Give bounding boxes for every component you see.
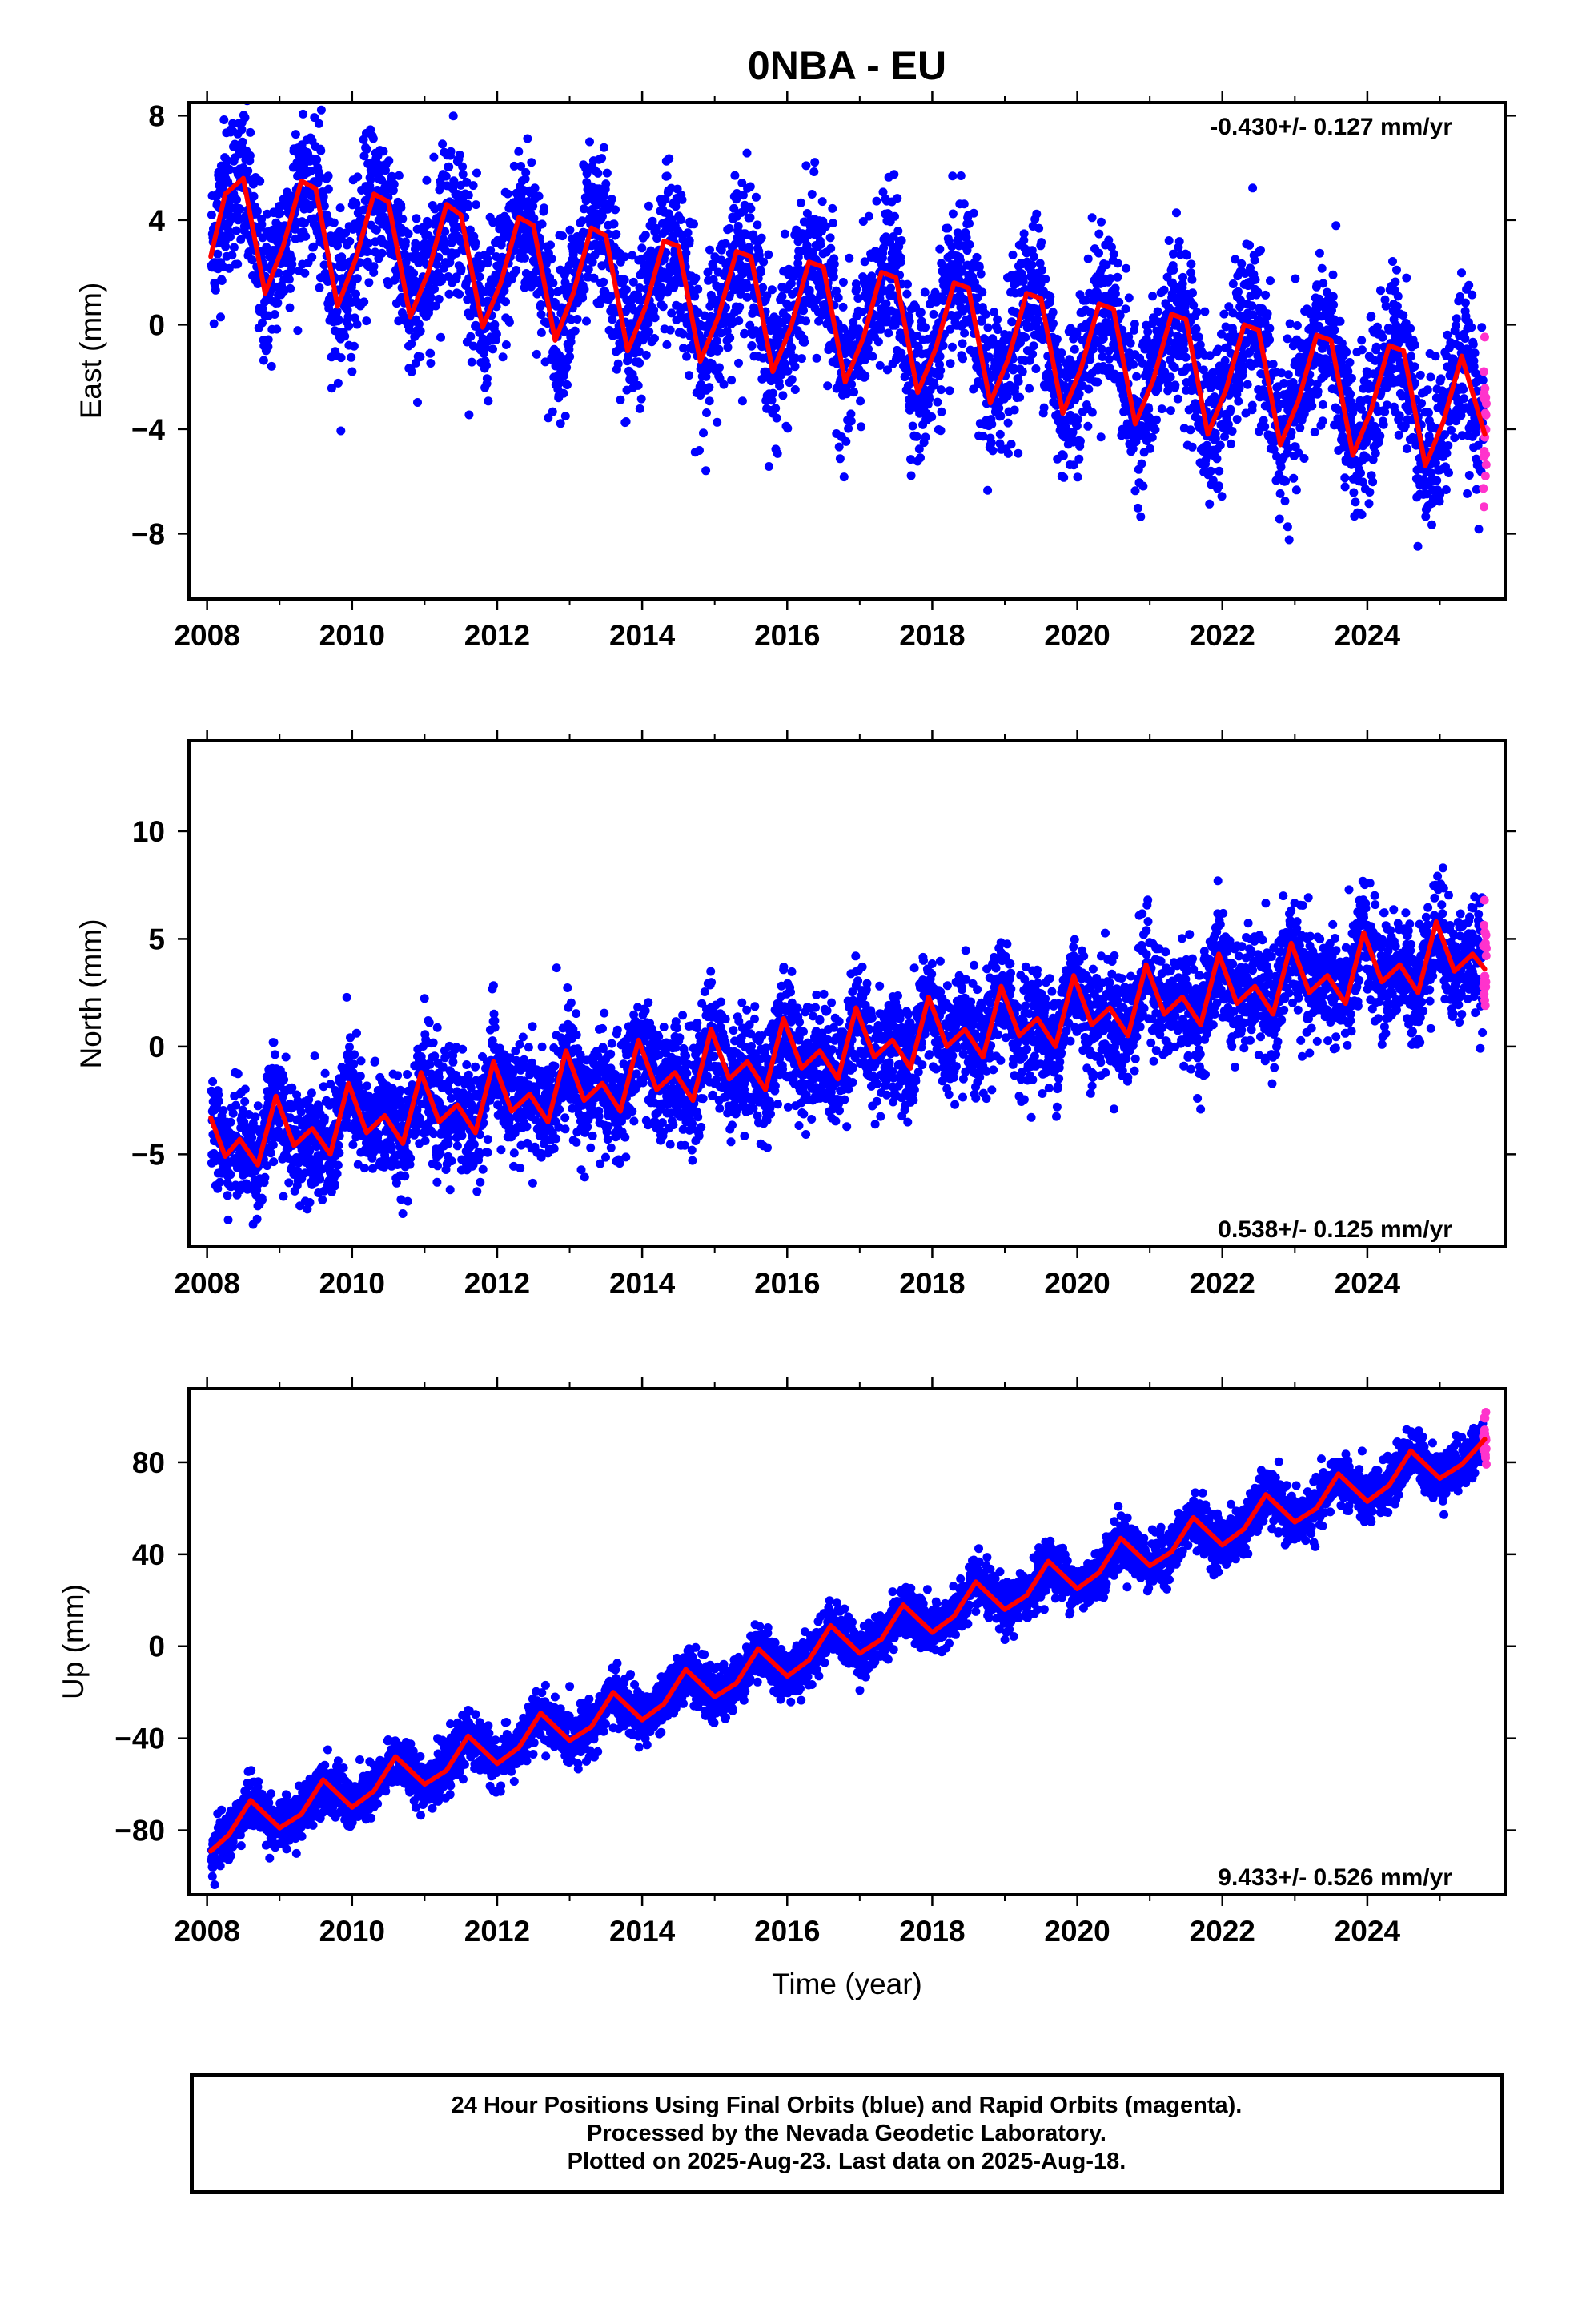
scatter-points [207,74,1488,551]
rapid-point [1480,367,1488,376]
x-tick-label: 2024 [1335,1267,1401,1300]
rapid-point [1482,400,1491,408]
caption-box: 24 Hour Positions Using Final Orbits (bl… [190,2073,1504,2194]
y-tick-label: −40 [114,1723,165,1755]
y-axis-label: North (mm) [74,919,107,1068]
y-tick-label: 5 [148,923,165,955]
scatter-points [207,863,1488,1255]
y-tick-label: 0 [148,1031,165,1063]
y-tick-label: 40 [132,1538,165,1571]
rapid-point [1481,1408,1490,1417]
caption-line-3: Plotted on 2025-Aug-23. Last data on 202… [194,2148,1500,2176]
x-tick-label: 2010 [319,619,385,652]
rapid-point [1482,931,1491,939]
panel-east: 2008 2010 2012 2014 2016 2018 2020 2022 2024 −8 −4… [74,74,1516,652]
y-tick-label: −5 [131,1138,165,1171]
rapid-point [1482,1445,1491,1454]
rapid-point [1480,895,1489,904]
x-tick-label: 2008 [174,1915,239,1948]
rapid-point [1481,978,1490,987]
x-tick-label: 2014 [609,1915,676,1948]
y-tick-label: −8 [131,517,165,550]
up-final-orbit-points [207,1419,1488,1889]
x-tick-label: 2018 [899,619,965,652]
x-tick-label: 2012 [464,1267,530,1300]
rapid-point [1481,450,1490,459]
x-tick-label: 2020 [1044,1915,1110,1948]
x-tick-label: 2010 [319,1267,385,1300]
rapid-point [1482,460,1491,469]
rapid-point [1480,502,1488,511]
x-tick-label: 2022 [1190,619,1255,652]
y-tick-label: −4 [131,413,166,446]
x-tick-label: 2014 [609,1267,676,1300]
rapid-point [1482,944,1491,953]
panel-north: 2008 2010 2012 2014 2016 2018 2020 2022 2024 −5 0 5… [74,730,1516,1300]
x-axis-label: Time (year) [772,1968,922,2000]
y-tick-label: 8 [148,99,165,132]
y-tick-label: −80 [114,1815,165,1848]
x-tick-label: 2012 [464,1915,530,1948]
y-tick-label: 80 [132,1446,165,1479]
x-tick-label: 2010 [319,1915,385,1948]
x-tick-label: 2022 [1190,1915,1255,1948]
x-tick-label: 2020 [1044,619,1110,652]
y-axis-label: Up (mm) [57,1584,90,1699]
x-tick-label: 2012 [464,619,530,652]
rapid-point [1480,384,1489,393]
chart-title: 0NBA - EU [748,43,946,88]
x-tick-label: 2014 [609,619,676,652]
x-tick-label: 2016 [754,1267,820,1300]
rapid-point [1479,484,1488,493]
x-tick-label: 2018 [899,1267,965,1300]
y-tick-label: 10 [132,815,165,848]
x-tick-label: 2020 [1044,1267,1110,1300]
x-tick-label: 2024 [1335,1915,1401,1948]
x-tick-label: 2024 [1335,619,1401,652]
north-final-orbit-points [207,863,1488,1255]
rate-annotation: 9.433+/- 0.526 mm/yr [1218,1864,1452,1891]
rapid-point [1481,472,1490,480]
x-tick-label: 2016 [754,619,820,652]
rate-annotation: 0.538+/- 0.125 mm/yr [1218,1216,1452,1243]
rapid-point [1482,411,1491,420]
x-tick-label: 2016 [754,1915,820,1948]
y-axis-label: East (mm) [74,283,107,420]
rapid-point [1480,332,1489,341]
caption-line-1: 24 Hour Positions Using Final Orbits (bl… [194,2092,1500,2120]
x-tick-label: 2008 [174,1267,239,1300]
y-tick-label: 0 [148,308,165,341]
panel-up: 2008 2010 2012 2014 2016 2018 2020 2022 2024 −80 −… [57,1377,1516,1948]
caption-line-2: Processed by the Nevada Geodetic Laborat… [194,2120,1500,2148]
rapid-point [1482,1460,1491,1469]
east-final-orbit-points [207,74,1488,551]
y-tick-label: 4 [148,204,165,237]
x-tick-label: 2008 [174,619,239,652]
rate-annotation: -0.430+/- 0.127 mm/yr [1210,114,1452,140]
rapid-point [1481,1001,1490,1010]
scatter-points [207,1419,1488,1889]
y-tick-label: 0 [148,1630,165,1663]
x-tick-label: 2018 [899,1915,965,1948]
x-tick-label: 2022 [1190,1267,1255,1300]
